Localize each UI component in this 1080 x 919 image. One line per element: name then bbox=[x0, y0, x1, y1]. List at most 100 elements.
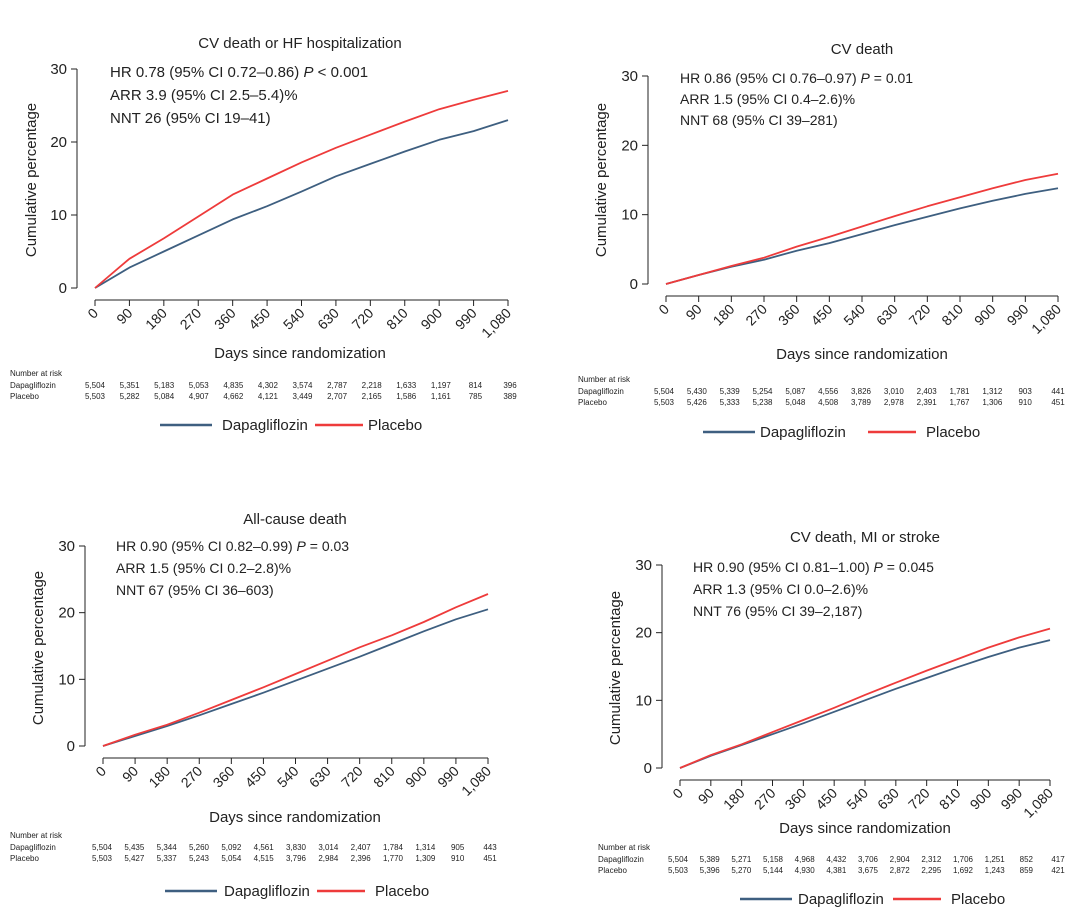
risk-row-label-dapagliflozin: Dapagliflozin bbox=[10, 381, 56, 390]
legend-label-placebo: Placebo bbox=[375, 883, 429, 900]
chart-panel-1: CV death or HF hospitalization 0 10 20 30 0 90… bbox=[10, 35, 517, 434]
risk-value-dapagliflozin: 5,435 bbox=[124, 843, 145, 852]
x-tick-label: 180 bbox=[145, 763, 173, 791]
x-tick-label: 450 bbox=[812, 785, 840, 813]
series-line-dapagliflozin bbox=[665, 187, 1059, 285]
risk-value-dapagliflozin: 1,706 bbox=[953, 855, 974, 864]
legend-label-placebo: Placebo bbox=[926, 424, 980, 441]
x-tick-label: 180 bbox=[710, 301, 738, 329]
stats-p-symbol: P bbox=[303, 64, 313, 81]
risk-value-dapagliflozin: 5,351 bbox=[120, 381, 141, 390]
x-tick-label: 1,080 bbox=[1020, 785, 1056, 821]
risk-value-placebo: 5,503 bbox=[654, 398, 675, 407]
x-tick-label: 270 bbox=[177, 305, 205, 333]
x-tick-label: 1,080 bbox=[1028, 301, 1064, 337]
risk-value-dapagliflozin: 903 bbox=[1018, 387, 1032, 396]
x-tick-label: 990 bbox=[452, 305, 480, 333]
chart-title: All-cause death bbox=[243, 511, 346, 528]
risk-value-placebo: 5,054 bbox=[221, 854, 242, 863]
risk-value-placebo: 910 bbox=[451, 854, 465, 863]
x-tick-label: 270 bbox=[751, 785, 779, 813]
x-axis-label: Days since randomization bbox=[779, 820, 951, 837]
x-axis-label: Days since randomization bbox=[214, 345, 386, 362]
risk-value-dapagliflozin: 5,254 bbox=[752, 387, 773, 396]
risk-value-placebo: 5,503 bbox=[85, 392, 106, 401]
legend-label-placebo: Placebo bbox=[951, 891, 1005, 908]
risk-value-placebo: 1,770 bbox=[383, 854, 404, 863]
x-tick-label: 720 bbox=[338, 763, 366, 791]
risk-value-placebo: 5,503 bbox=[668, 866, 689, 875]
x-tick-label: 90 bbox=[695, 785, 717, 807]
risk-value-placebo: 5,396 bbox=[700, 866, 721, 875]
y-tick-label: 20 bbox=[58, 605, 75, 622]
risk-value-dapagliflozin: 5,344 bbox=[157, 843, 178, 852]
x-axis-label: Days since randomization bbox=[776, 346, 948, 363]
stats-p-value: = 0.045 bbox=[883, 559, 934, 575]
risk-value-dapagliflozin: 814 bbox=[469, 381, 483, 390]
stats-hr-text: HR 0.86 (95% CI 0.76–0.97) bbox=[680, 70, 861, 86]
risk-value-dapagliflozin: 3,706 bbox=[858, 855, 879, 864]
risk-value-placebo: 4,930 bbox=[795, 866, 816, 875]
risk-value-dapagliflozin: 5,504 bbox=[668, 855, 689, 864]
risk-value-placebo: 3,796 bbox=[286, 854, 307, 863]
risk-row-label-dapagliflozin: Dapagliflozin bbox=[598, 855, 644, 864]
stats-p-value: < 0.001 bbox=[313, 64, 368, 81]
risk-value-dapagliflozin: 417 bbox=[1051, 855, 1065, 864]
y-tick-label: 20 bbox=[635, 625, 652, 642]
y-tick-label: 10 bbox=[621, 207, 638, 224]
risk-value-dapagliflozin: 5,087 bbox=[785, 387, 806, 396]
stats-p-symbol: P bbox=[861, 70, 871, 86]
risk-value-placebo: 3,789 bbox=[851, 398, 872, 407]
y-axis-label: Cumulative percentage bbox=[30, 571, 47, 725]
x-tick-label: 540 bbox=[274, 763, 302, 791]
risk-value-placebo: 4,662 bbox=[223, 392, 244, 401]
risk-row-label-dapagliflozin: Dapagliflozin bbox=[10, 843, 56, 852]
risk-value-dapagliflozin: 3,830 bbox=[286, 843, 307, 852]
y-tick-label: 0 bbox=[630, 276, 638, 293]
risk-value-dapagliflozin: 3,574 bbox=[292, 381, 313, 390]
x-tick-label: 630 bbox=[306, 763, 334, 791]
risk-value-dapagliflozin: 5,260 bbox=[189, 843, 210, 852]
x-tick-label: 900 bbox=[967, 785, 995, 813]
stats-p-symbol: P bbox=[297, 538, 307, 554]
risk-value-placebo: 1,586 bbox=[396, 392, 417, 401]
risk-value-dapagliflozin: 3,014 bbox=[318, 843, 339, 852]
y-tick-label: 10 bbox=[50, 207, 67, 224]
stats-arr: ARR 3.9 (95% CI 2.5–5.4)% bbox=[110, 87, 298, 104]
risk-value-dapagliflozin: 4,556 bbox=[818, 387, 839, 396]
risk-value-dapagliflozin: 5,339 bbox=[720, 387, 741, 396]
risk-value-placebo: 5,243 bbox=[189, 854, 210, 863]
x-tick-label: 1,080 bbox=[478, 305, 514, 341]
risk-value-placebo: 5,337 bbox=[157, 854, 178, 863]
risk-value-dapagliflozin: 5,053 bbox=[189, 381, 210, 390]
risk-value-placebo: 1,306 bbox=[982, 398, 1003, 407]
stats-p-symbol: P bbox=[874, 559, 884, 575]
risk-value-placebo: 1,161 bbox=[431, 392, 452, 401]
series-line-dapagliflozin bbox=[94, 119, 509, 289]
risk-value-dapagliflozin: 4,561 bbox=[254, 843, 275, 852]
chart-title: CV death bbox=[831, 41, 894, 58]
x-tick-label: 90 bbox=[113, 305, 135, 327]
risk-value-dapagliflozin: 4,302 bbox=[258, 381, 279, 390]
series-line-placebo bbox=[679, 627, 1051, 769]
legend-label-dapagliflozin: Dapagliflozin bbox=[798, 891, 884, 908]
x-tick-label: 540 bbox=[840, 301, 868, 329]
risk-value-dapagliflozin: 2,904 bbox=[890, 855, 911, 864]
y-tick-label: 30 bbox=[58, 538, 75, 555]
series-line-placebo bbox=[102, 593, 489, 747]
risk-value-placebo: 1,767 bbox=[949, 398, 970, 407]
risk-value-dapagliflozin: 5,504 bbox=[85, 381, 106, 390]
x-tick-label: 360 bbox=[775, 301, 803, 329]
risk-value-placebo: 2,396 bbox=[351, 854, 372, 863]
risk-value-dapagliflozin: 5,389 bbox=[700, 855, 721, 864]
x-tick-label: 0 bbox=[84, 305, 101, 322]
y-axis-label: Cumulative percentage bbox=[593, 103, 610, 257]
stats-nnt: NNT 67 (95% CI 36–603) bbox=[116, 582, 274, 598]
x-tick-label: 540 bbox=[843, 785, 871, 813]
risk-value-placebo: 5,333 bbox=[720, 398, 741, 407]
risk-value-dapagliflozin: 2,787 bbox=[327, 381, 348, 390]
risk-value-dapagliflozin: 5,158 bbox=[763, 855, 784, 864]
chart-panel-3: All-cause death 0 10 20 30 0 90 180 270 360 450 540… bbox=[10, 511, 497, 900]
risk-value-placebo: 5,427 bbox=[124, 854, 145, 863]
x-tick-label: 360 bbox=[210, 763, 238, 791]
